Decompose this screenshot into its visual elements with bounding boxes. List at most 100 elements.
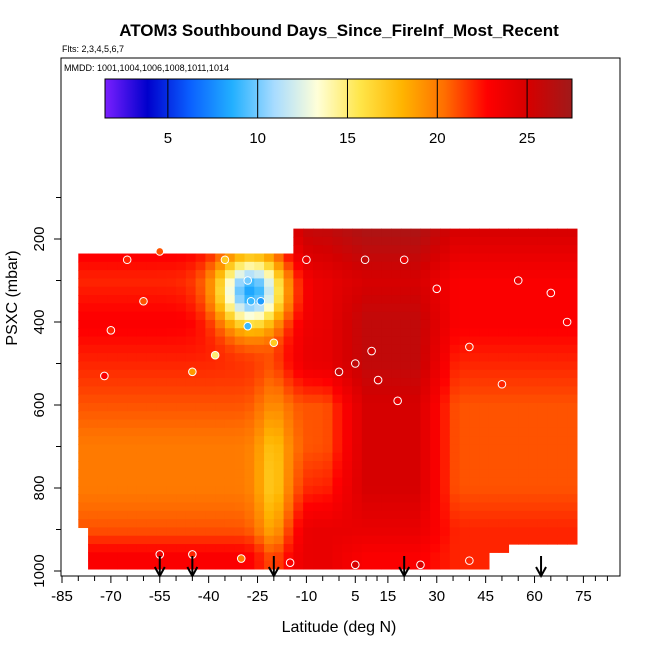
heatmap-cell [508, 270, 519, 280]
heatmap-cell [430, 427, 441, 437]
heatmap-cell [567, 336, 578, 346]
observation-point [236, 554, 246, 563]
heatmap-cell [557, 527, 568, 537]
heatmap-cell [234, 253, 246, 263]
heatmap-cell [479, 411, 490, 421]
heatmap-cell [195, 336, 206, 346]
heatmap-cell [498, 452, 510, 462]
heatmap-cell [518, 452, 529, 462]
heatmap-cell [449, 344, 461, 354]
heatmap-cell [557, 427, 568, 437]
heatmap-cell [459, 261, 470, 271]
heatmap-cell [166, 485, 177, 495]
heatmap-cell [440, 353, 451, 363]
heatmap-cell [420, 245, 431, 255]
heatmap-cell [361, 510, 373, 520]
heatmap-cell [303, 411, 314, 421]
heatmap-cell [352, 535, 363, 545]
heatmap-cell [352, 427, 363, 437]
heatmap-cell [547, 452, 558, 462]
heatmap-cell [156, 485, 167, 495]
heatmap-cell [146, 452, 158, 462]
heatmap-cell [224, 261, 236, 271]
heatmap-cell [273, 552, 285, 562]
heatmap-cell [469, 427, 480, 437]
heatmap-cell [537, 519, 549, 529]
heatmap-cell [224, 344, 236, 354]
heatmap-cell [361, 411, 373, 421]
heatmap-cell [273, 519, 285, 529]
heatmap-cell [244, 469, 255, 479]
heatmap-cell [224, 402, 236, 412]
heatmap-cell [459, 469, 470, 479]
heatmap-cell [332, 303, 343, 313]
heatmap-cell [312, 477, 324, 487]
heatmap-cell [361, 369, 373, 379]
heatmap-cell [391, 336, 402, 346]
heatmap-cell [361, 502, 373, 512]
heatmap-cell [156, 328, 167, 338]
heatmap-cell [303, 402, 314, 412]
heatmap-cell [97, 411, 109, 421]
heatmap-cell [293, 378, 304, 387]
heatmap-cell [322, 527, 334, 537]
heatmap-cell [136, 286, 148, 296]
heatmap-cell [381, 469, 392, 479]
heatmap-cell [567, 452, 578, 462]
heatmap-cell [391, 402, 402, 412]
heatmap-cell [567, 394, 578, 404]
heatmap-cell [567, 494, 578, 504]
heatmap-cell [264, 369, 275, 379]
heatmap-cell [185, 253, 197, 263]
heatmap-cell [264, 419, 275, 429]
heatmap-cell [342, 402, 353, 412]
observation-point [497, 379, 507, 389]
heatmap-cell [498, 411, 510, 421]
heatmap-cell [293, 344, 304, 354]
heatmap-cell [508, 361, 519, 371]
heatmap-cell [127, 319, 138, 329]
heatmap-cell [215, 427, 226, 437]
heatmap-cell [224, 303, 236, 313]
heatmap-cell [303, 419, 314, 429]
heatmap-cell [557, 286, 568, 296]
heatmap-cell [254, 253, 265, 263]
heatmap-cell [508, 427, 519, 437]
heatmap-cell [176, 303, 187, 313]
heatmap-cell [107, 394, 118, 404]
heatmap-cell [391, 261, 402, 271]
heatmap-cell [332, 469, 343, 479]
heatmap-cell [78, 361, 89, 371]
heatmap-cell [449, 386, 461, 396]
heatmap-cell [440, 436, 451, 446]
heatmap-cell [176, 452, 187, 462]
heatmap-cell [557, 535, 568, 545]
heatmap-cell [400, 477, 412, 487]
heatmap-cell [78, 386, 89, 396]
heatmap-cell [283, 535, 294, 545]
heatmap-cell [508, 228, 519, 238]
heatmap-cell [136, 336, 148, 346]
heatmap-cell [420, 228, 431, 238]
heatmap-cell [127, 544, 138, 553]
heatmap-cell [107, 361, 118, 371]
heatmap-cell [166, 510, 177, 520]
heatmap-cell [459, 485, 470, 495]
heatmap-cell [312, 394, 324, 404]
observation-point [269, 338, 279, 348]
heatmap-cell [567, 436, 578, 446]
heatmap-cell [508, 286, 519, 296]
heatmap-cell [205, 469, 216, 479]
heatmap-cell [518, 236, 529, 246]
heatmap-cell [156, 427, 167, 437]
heatmap-cell [176, 386, 187, 396]
heatmap-cell [205, 411, 216, 421]
heatmap-cell [498, 469, 510, 479]
heatmap-cell [547, 353, 558, 363]
heatmap-cell [224, 452, 236, 462]
heatmap-cell [508, 353, 519, 363]
heatmap-cell [273, 378, 285, 387]
heatmap-cell [430, 311, 441, 321]
heatmap-cell [420, 544, 431, 553]
heatmap-cell [264, 519, 275, 529]
